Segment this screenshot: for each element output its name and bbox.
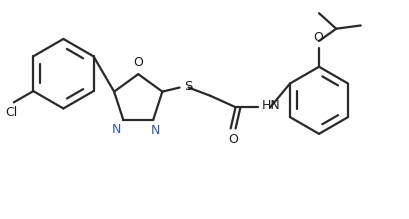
Text: S: S: [184, 80, 192, 93]
Text: N: N: [111, 123, 121, 136]
Text: O: O: [133, 56, 143, 69]
Text: O: O: [228, 133, 238, 146]
Text: HN: HN: [261, 99, 280, 112]
Text: N: N: [151, 124, 160, 137]
Text: Cl: Cl: [6, 106, 18, 119]
Text: O: O: [313, 31, 323, 44]
